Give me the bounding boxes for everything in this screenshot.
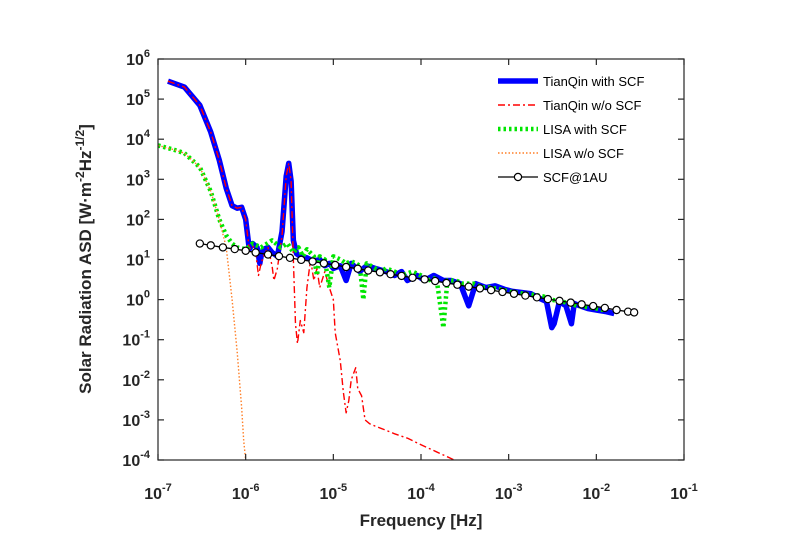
legend-label-2: LISA with SCF [543,122,627,137]
series-4-marker-7 [274,251,284,261]
series-4-marker-23 [453,280,462,289]
series-line-4 [199,242,635,314]
series-line-1 [167,80,455,460]
series-4-marker-37 [612,305,621,315]
series-4-marker-17 [386,269,395,279]
series-4-marker-32 [555,296,564,306]
series-line-3 [158,144,247,460]
y-tick-label-3: 103 [126,168,150,189]
series-4-marker-6 [263,250,273,259]
y-tick-label-7: 10-1 [122,329,150,350]
y-axis-label-dot: · [76,197,95,203]
series-4-marker-22 [442,278,451,288]
y-axis-label-exp2: -1/2 [73,129,87,150]
y-tick-label-8: 10-2 [122,369,150,390]
y-axis-label-prefix: Solar Radiation ASD [W [76,202,95,394]
series-4-marker-33 [566,298,575,307]
series-4-marker-1 [206,241,215,250]
series-4-marker-29 [521,291,530,300]
legend: TianQin with SCF TianQin w/o SCF LISA with… [492,66,674,190]
series-4-marker-25 [475,284,485,293]
series-4-marker-26 [486,285,496,295]
series-4-marker-18 [397,271,406,281]
series-4-marker-31 [543,294,553,304]
series-4-marker-3 [230,244,239,254]
series-4-marker-28 [509,289,519,298]
x-tick-label-1: 10-6 [232,482,260,503]
y-tick-label-4: 102 [126,208,150,229]
series-4-marker-16 [375,268,385,277]
y-tick-label-10: 10-4 [122,449,150,470]
x-tick-label-6: 10-1 [670,482,698,503]
y-tick-label-6: 100 [126,289,150,310]
y-axis-label: Solar Radiation ASD [W·m-2Hz-1/2] [73,124,95,394]
y-tick-label-5: 101 [126,249,150,270]
y-tick-label-0: 106 [126,48,150,69]
legend-marker-4 [513,172,523,182]
series-4-marker-9 [297,255,306,265]
x-tick-label-4: 10-3 [495,482,523,503]
legend-label-3: LISA w/o SCF [543,146,624,161]
y-axis-label-suffix: ] [76,124,95,130]
series-layer [158,78,639,460]
series-4-marker-36 [600,303,610,313]
y-axis-label-hz: Hz [76,151,95,172]
series-4-marker-20 [420,275,429,284]
series-4-marker-27 [498,287,507,297]
legend-label-0: TianQin with SCF [543,74,644,89]
x-tick-label-0: 10-7 [144,482,172,503]
x-tick-label-2: 10-5 [320,482,348,503]
series-4-marker-5 [251,248,260,257]
series-4-marker-4 [241,246,250,255]
series-4-marker-0 [195,239,205,248]
legend-label-1: TianQin w/o SCF [543,98,642,113]
y-tick-label-1: 105 [126,88,150,109]
series-4-marker-30 [532,293,542,302]
series-4-marker-10 [308,257,317,266]
y-axis-label-exp1: -2 [73,171,87,182]
series-4-marker-21 [430,276,440,286]
y-axis-label-m: m [76,182,95,197]
x-tick-label-5: 10-2 [583,482,611,503]
series-4-marker-34 [577,300,586,309]
series-4-marker-11 [319,259,329,268]
x-tick-label-3: 10-4 [407,482,435,503]
series-4-marker-13 [341,262,351,272]
series-4-marker-15 [364,266,373,275]
x-axis-label: Frequency [Hz] [360,511,483,530]
series-4-marker-39 [629,308,639,317]
series-4-marker-8 [285,253,295,263]
series-4-marker-14 [353,264,362,273]
tick-labels: 10-7 10-6 10-5 10-4 10-3 10-2 10-1 106 105 104 103… [122,48,697,503]
series-4-marker-2 [218,243,228,252]
series-4-marker-12 [330,260,340,270]
series-4-marker-35 [588,301,598,311]
legend-label-4: SCF@1AU [543,170,608,185]
y-tick-label-9: 10-3 [122,409,150,430]
series-4-marker-24 [464,282,473,291]
y-tick-label-2: 104 [126,128,151,149]
series-4-marker-19 [408,273,417,282]
ticks-layer [157,58,685,461]
